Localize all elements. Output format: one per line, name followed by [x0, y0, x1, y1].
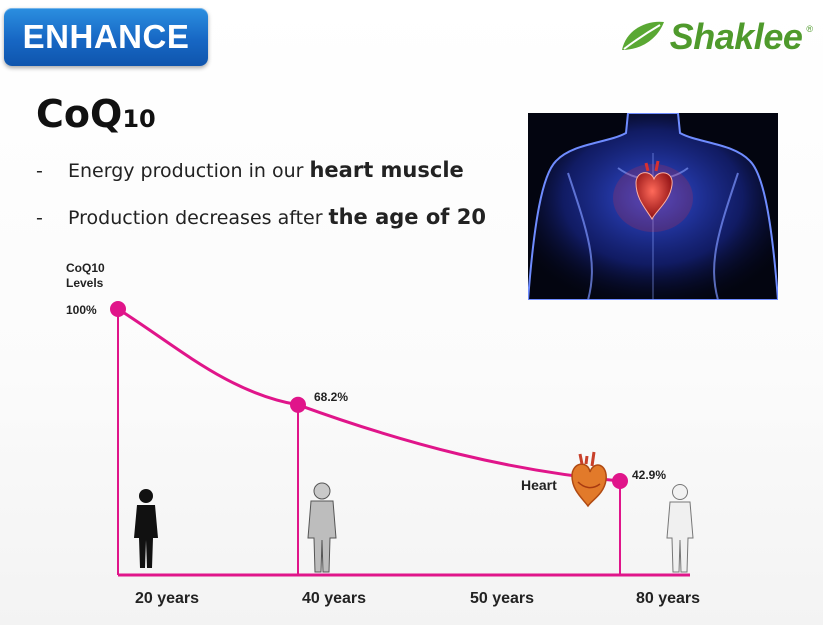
data-point-80-years	[612, 473, 628, 489]
person-figure-young	[134, 489, 158, 568]
coq10-curve	[117, 307, 621, 483]
bullet-list: - Energy production in our heart muscle …	[36, 158, 486, 252]
person-figure-elderly	[666, 484, 694, 573]
heart-icon	[571, 451, 607, 508]
section-badge: ENHANCE	[4, 8, 208, 66]
registered-mark: ®	[806, 24, 813, 34]
leaf-icon	[621, 21, 664, 50]
person-figure-middle	[307, 482, 337, 573]
bullet-item: - Production decreases after the age of …	[36, 205, 486, 252]
x-tick-20-years: 20 years	[135, 590, 199, 607]
x-tick-40-years: 40 years	[302, 590, 366, 607]
bullet-dash: -	[36, 207, 43, 229]
y-axis-label: CoQ10 Levels	[66, 261, 105, 290]
title-subscript: 10	[122, 105, 156, 133]
shaklee-logo: Shaklee ®	[620, 14, 813, 60]
bullet-strong: the age of 20	[328, 205, 486, 229]
x-tick-80-years: 80 years	[636, 590, 700, 607]
bullet-text: Production decreases after	[68, 207, 323, 229]
heart-annotation: Heart	[521, 477, 557, 493]
body-xray-illustration	[528, 113, 778, 300]
body-heart-image	[528, 113, 778, 300]
brand-name: Shaklee	[669, 16, 803, 57]
data-point-40-years	[290, 396, 306, 413]
title-main: CoQ	[36, 92, 123, 136]
data-label-20-years: 100%	[66, 303, 97, 317]
data-label-40-years: 68.2%	[314, 390, 348, 404]
heart-icon	[635, 160, 673, 221]
bullet-item: - Energy production in our heart muscle	[36, 158, 486, 205]
bullet-text: Energy production in our	[68, 160, 304, 182]
x-tick-50-years: 50 years	[470, 590, 534, 607]
bullet-strong: heart muscle	[309, 158, 464, 182]
bullet-dash: -	[36, 160, 43, 182]
data-label-80-years: 42.9%	[632, 468, 666, 482]
data-point-20-years	[110, 301, 126, 317]
page-title: CoQ10	[36, 92, 156, 136]
